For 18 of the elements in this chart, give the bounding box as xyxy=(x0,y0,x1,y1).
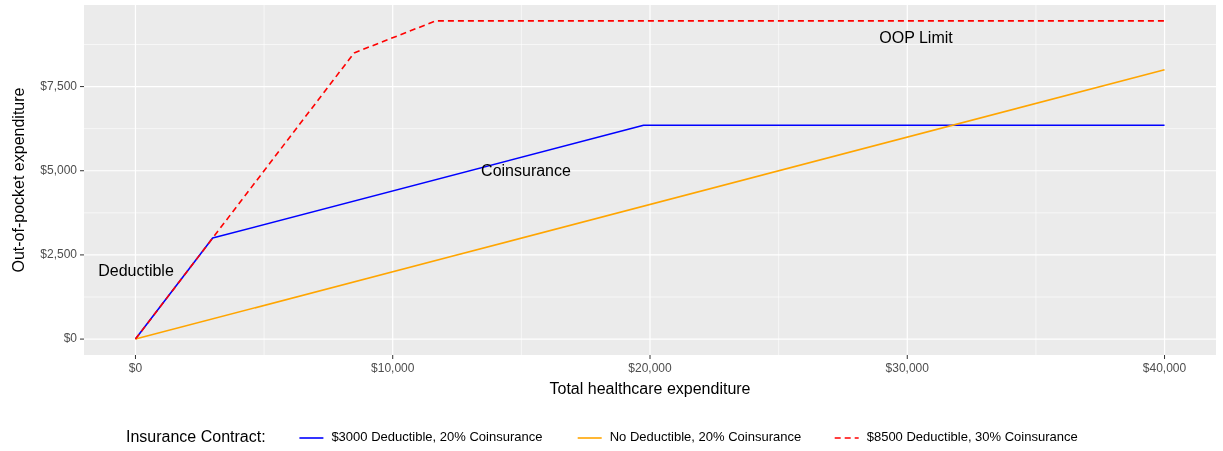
y-axis-title: Out-of-pocket expenditure xyxy=(10,87,27,273)
x-tick-label: $20,000 xyxy=(628,361,673,375)
y-tick-label: $0 xyxy=(63,331,78,346)
y-tick-label: $7,500 xyxy=(40,78,78,93)
x-tick-label: $30,000 xyxy=(885,361,930,375)
x-tick-label: $10,000 xyxy=(371,361,415,375)
y-tick-label: $5,000 xyxy=(40,162,78,177)
x-axis-title: Total healthcare expenditure xyxy=(549,380,751,397)
legend-label: No Deductible, 20% Coinsurance xyxy=(609,429,802,445)
legend-label: $8500 Deductible, 30% Coinsurance xyxy=(866,429,1078,445)
annotation: Coinsurance xyxy=(481,162,572,180)
annotation: OOP Limit xyxy=(879,29,954,47)
x-tick-label: $0 xyxy=(128,361,143,375)
legend-label: $3000 Deductible, 20% Coinsurance xyxy=(331,429,543,445)
y-tick-label: $2,500 xyxy=(40,247,78,262)
x-tick-label: $40,000 xyxy=(1142,361,1187,375)
annotation: Deductible xyxy=(98,262,174,280)
legend-title: Insurance Contract: xyxy=(126,428,266,446)
